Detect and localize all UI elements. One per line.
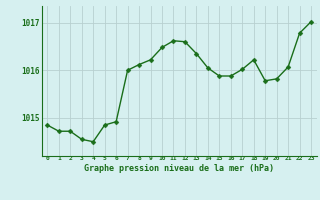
X-axis label: Graphe pression niveau de la mer (hPa): Graphe pression niveau de la mer (hPa): [84, 164, 274, 173]
